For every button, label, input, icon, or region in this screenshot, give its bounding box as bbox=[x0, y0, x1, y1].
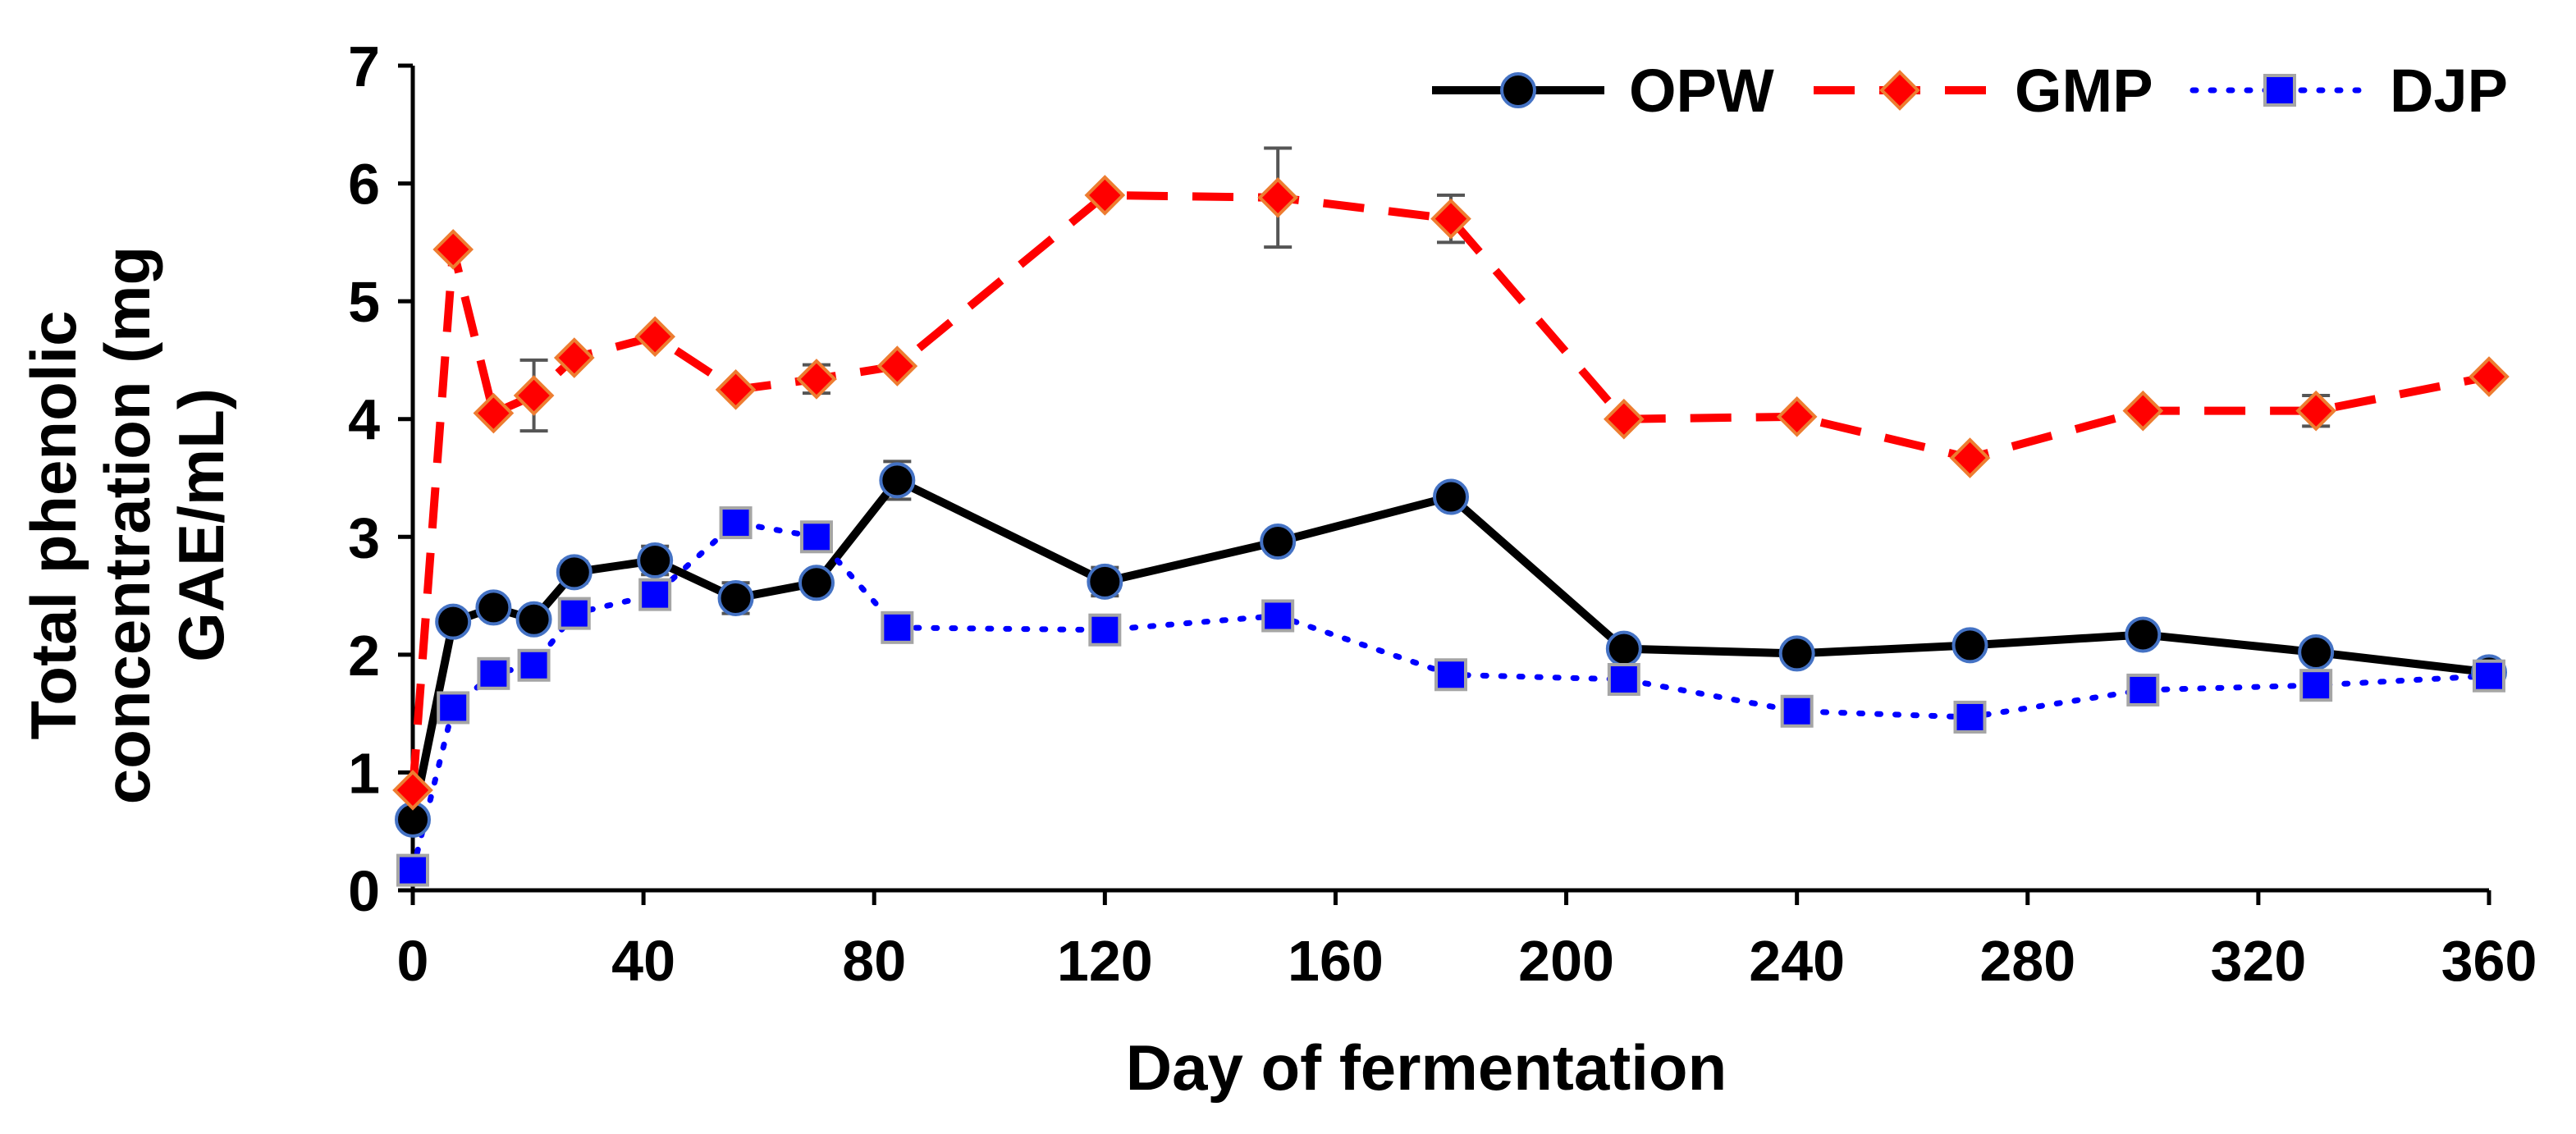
data-point-djp-210 bbox=[1607, 663, 1640, 697]
data-point-opw-42 bbox=[637, 542, 674, 578]
legend-label-opw: OPW bbox=[1629, 57, 1774, 125]
x-tick-label-0: 0 bbox=[397, 929, 429, 993]
data-point-gmp-270 bbox=[1949, 437, 1991, 478]
data-point-gmp-21 bbox=[513, 375, 555, 416]
data-point-djp-7 bbox=[437, 691, 470, 725]
data-point-djp-360 bbox=[2473, 659, 2505, 693]
data-point-opw-120 bbox=[1087, 563, 1123, 600]
y-axis-title-line-1: Total phenolic bbox=[17, 311, 89, 740]
data-point-gmp-330 bbox=[2295, 390, 2336, 432]
y-tick-label-6: 6 bbox=[348, 153, 380, 217]
data-point-djp-70 bbox=[799, 520, 833, 554]
y-tick-label-7: 7 bbox=[348, 34, 380, 98]
data-point-djp-270 bbox=[1953, 700, 1987, 734]
legend-label-djp: DJP bbox=[2390, 57, 2508, 125]
data-point-gmp-42 bbox=[634, 316, 675, 358]
data-point-gmp-210 bbox=[1604, 398, 1645, 440]
data-point-opw-84 bbox=[879, 462, 916, 499]
legend-label-gmp: GMP bbox=[2015, 57, 2153, 125]
axis-labels-layer: Day of fermentation Total phenolic concent… bbox=[17, 246, 1727, 1104]
data-point-djp-0 bbox=[396, 853, 429, 887]
data-point-djp-56 bbox=[719, 506, 753, 540]
data-point-djp-330 bbox=[2299, 669, 2333, 702]
data-point-gmp-28 bbox=[553, 337, 595, 378]
data-point-opw-240 bbox=[1778, 635, 1815, 672]
data-point-gmp-84 bbox=[876, 345, 918, 386]
y-tick-label-5: 5 bbox=[348, 270, 380, 334]
data-point-gmp-180 bbox=[1430, 198, 1471, 240]
data-point-opw-150 bbox=[1260, 524, 1297, 560]
data-point-gmp-360 bbox=[2468, 356, 2510, 397]
x-tick-label-200: 200 bbox=[1518, 929, 1614, 993]
data-point-djp-240 bbox=[1780, 694, 1814, 728]
x-tick-label-360: 360 bbox=[2441, 929, 2537, 993]
data-point-djp-14 bbox=[477, 656, 510, 690]
markers-layer bbox=[392, 175, 2510, 887]
data-point-djp-28 bbox=[557, 597, 591, 630]
y-axis-title-line-3: GAE/mL) bbox=[165, 388, 237, 662]
data-point-gmp-14 bbox=[473, 392, 515, 434]
data-point-gmp-0 bbox=[392, 770, 433, 811]
data-point-opw-14 bbox=[475, 589, 512, 626]
data-point-gmp-7 bbox=[432, 229, 474, 270]
x-tick-label-160: 160 bbox=[1288, 929, 1384, 993]
data-point-gmp-56 bbox=[715, 368, 757, 410]
x-tick-label-280: 280 bbox=[1979, 929, 2075, 993]
legend-marker-opw bbox=[1500, 72, 1536, 108]
y-tick-label-0: 0 bbox=[348, 859, 380, 923]
error-bars-layer bbox=[519, 146, 2331, 661]
y-tick-label-2: 2 bbox=[348, 624, 380, 688]
axes-layer: 0 1 2 3 4 5 6 7 0 40 80 120 160 200 240 280 320 360 bbox=[348, 34, 2537, 993]
y-tick-label-1: 1 bbox=[348, 741, 380, 805]
data-point-opw-7 bbox=[435, 603, 472, 640]
x-axis-title: Day of fermentation bbox=[1126, 1031, 1727, 1104]
data-point-djp-120 bbox=[1088, 613, 1122, 647]
data-point-djp-84 bbox=[881, 610, 914, 644]
data-point-opw-70 bbox=[798, 565, 835, 601]
data-point-djp-21 bbox=[517, 648, 551, 682]
y-tick-label-3: 3 bbox=[348, 505, 380, 569]
data-point-djp-150 bbox=[1261, 599, 1295, 633]
x-tick-label-40: 40 bbox=[611, 929, 675, 993]
data-point-djp-42 bbox=[638, 578, 672, 611]
data-point-djp-300 bbox=[2126, 673, 2160, 706]
data-point-opw-210 bbox=[1605, 630, 1642, 667]
y-tick-label-4: 4 bbox=[348, 388, 380, 452]
data-point-djp-180 bbox=[1434, 658, 1467, 692]
x-tick-label-120: 120 bbox=[1057, 929, 1153, 993]
data-point-gmp-120 bbox=[1084, 175, 1126, 216]
data-point-gmp-300 bbox=[2122, 390, 2164, 432]
series-line-djp bbox=[410, 519, 2492, 874]
data-point-opw-180 bbox=[1433, 478, 1469, 515]
data-point-opw-270 bbox=[1951, 627, 1988, 664]
data-point-opw-330 bbox=[2298, 633, 2335, 670]
x-tick-label-80: 80 bbox=[842, 929, 906, 993]
data-point-gmp-150 bbox=[1257, 176, 1298, 218]
y-axis-title-line-2: concentration (mg bbox=[91, 246, 163, 804]
legend: OPW GMP DJP bbox=[1432, 57, 2508, 125]
data-point-opw-21 bbox=[515, 601, 552, 638]
data-point-opw-56 bbox=[717, 579, 754, 616]
data-point-gmp-70 bbox=[796, 359, 837, 400]
x-tick-label-320: 320 bbox=[2210, 929, 2306, 993]
x-tick-label-240: 240 bbox=[1749, 929, 1845, 993]
legend-marker-djp bbox=[2263, 74, 2296, 107]
data-point-opw-300 bbox=[2125, 616, 2162, 653]
data-point-opw-28 bbox=[556, 554, 593, 591]
legend-marker-gmp bbox=[1879, 70, 1920, 111]
data-point-gmp-240 bbox=[1776, 396, 1818, 437]
